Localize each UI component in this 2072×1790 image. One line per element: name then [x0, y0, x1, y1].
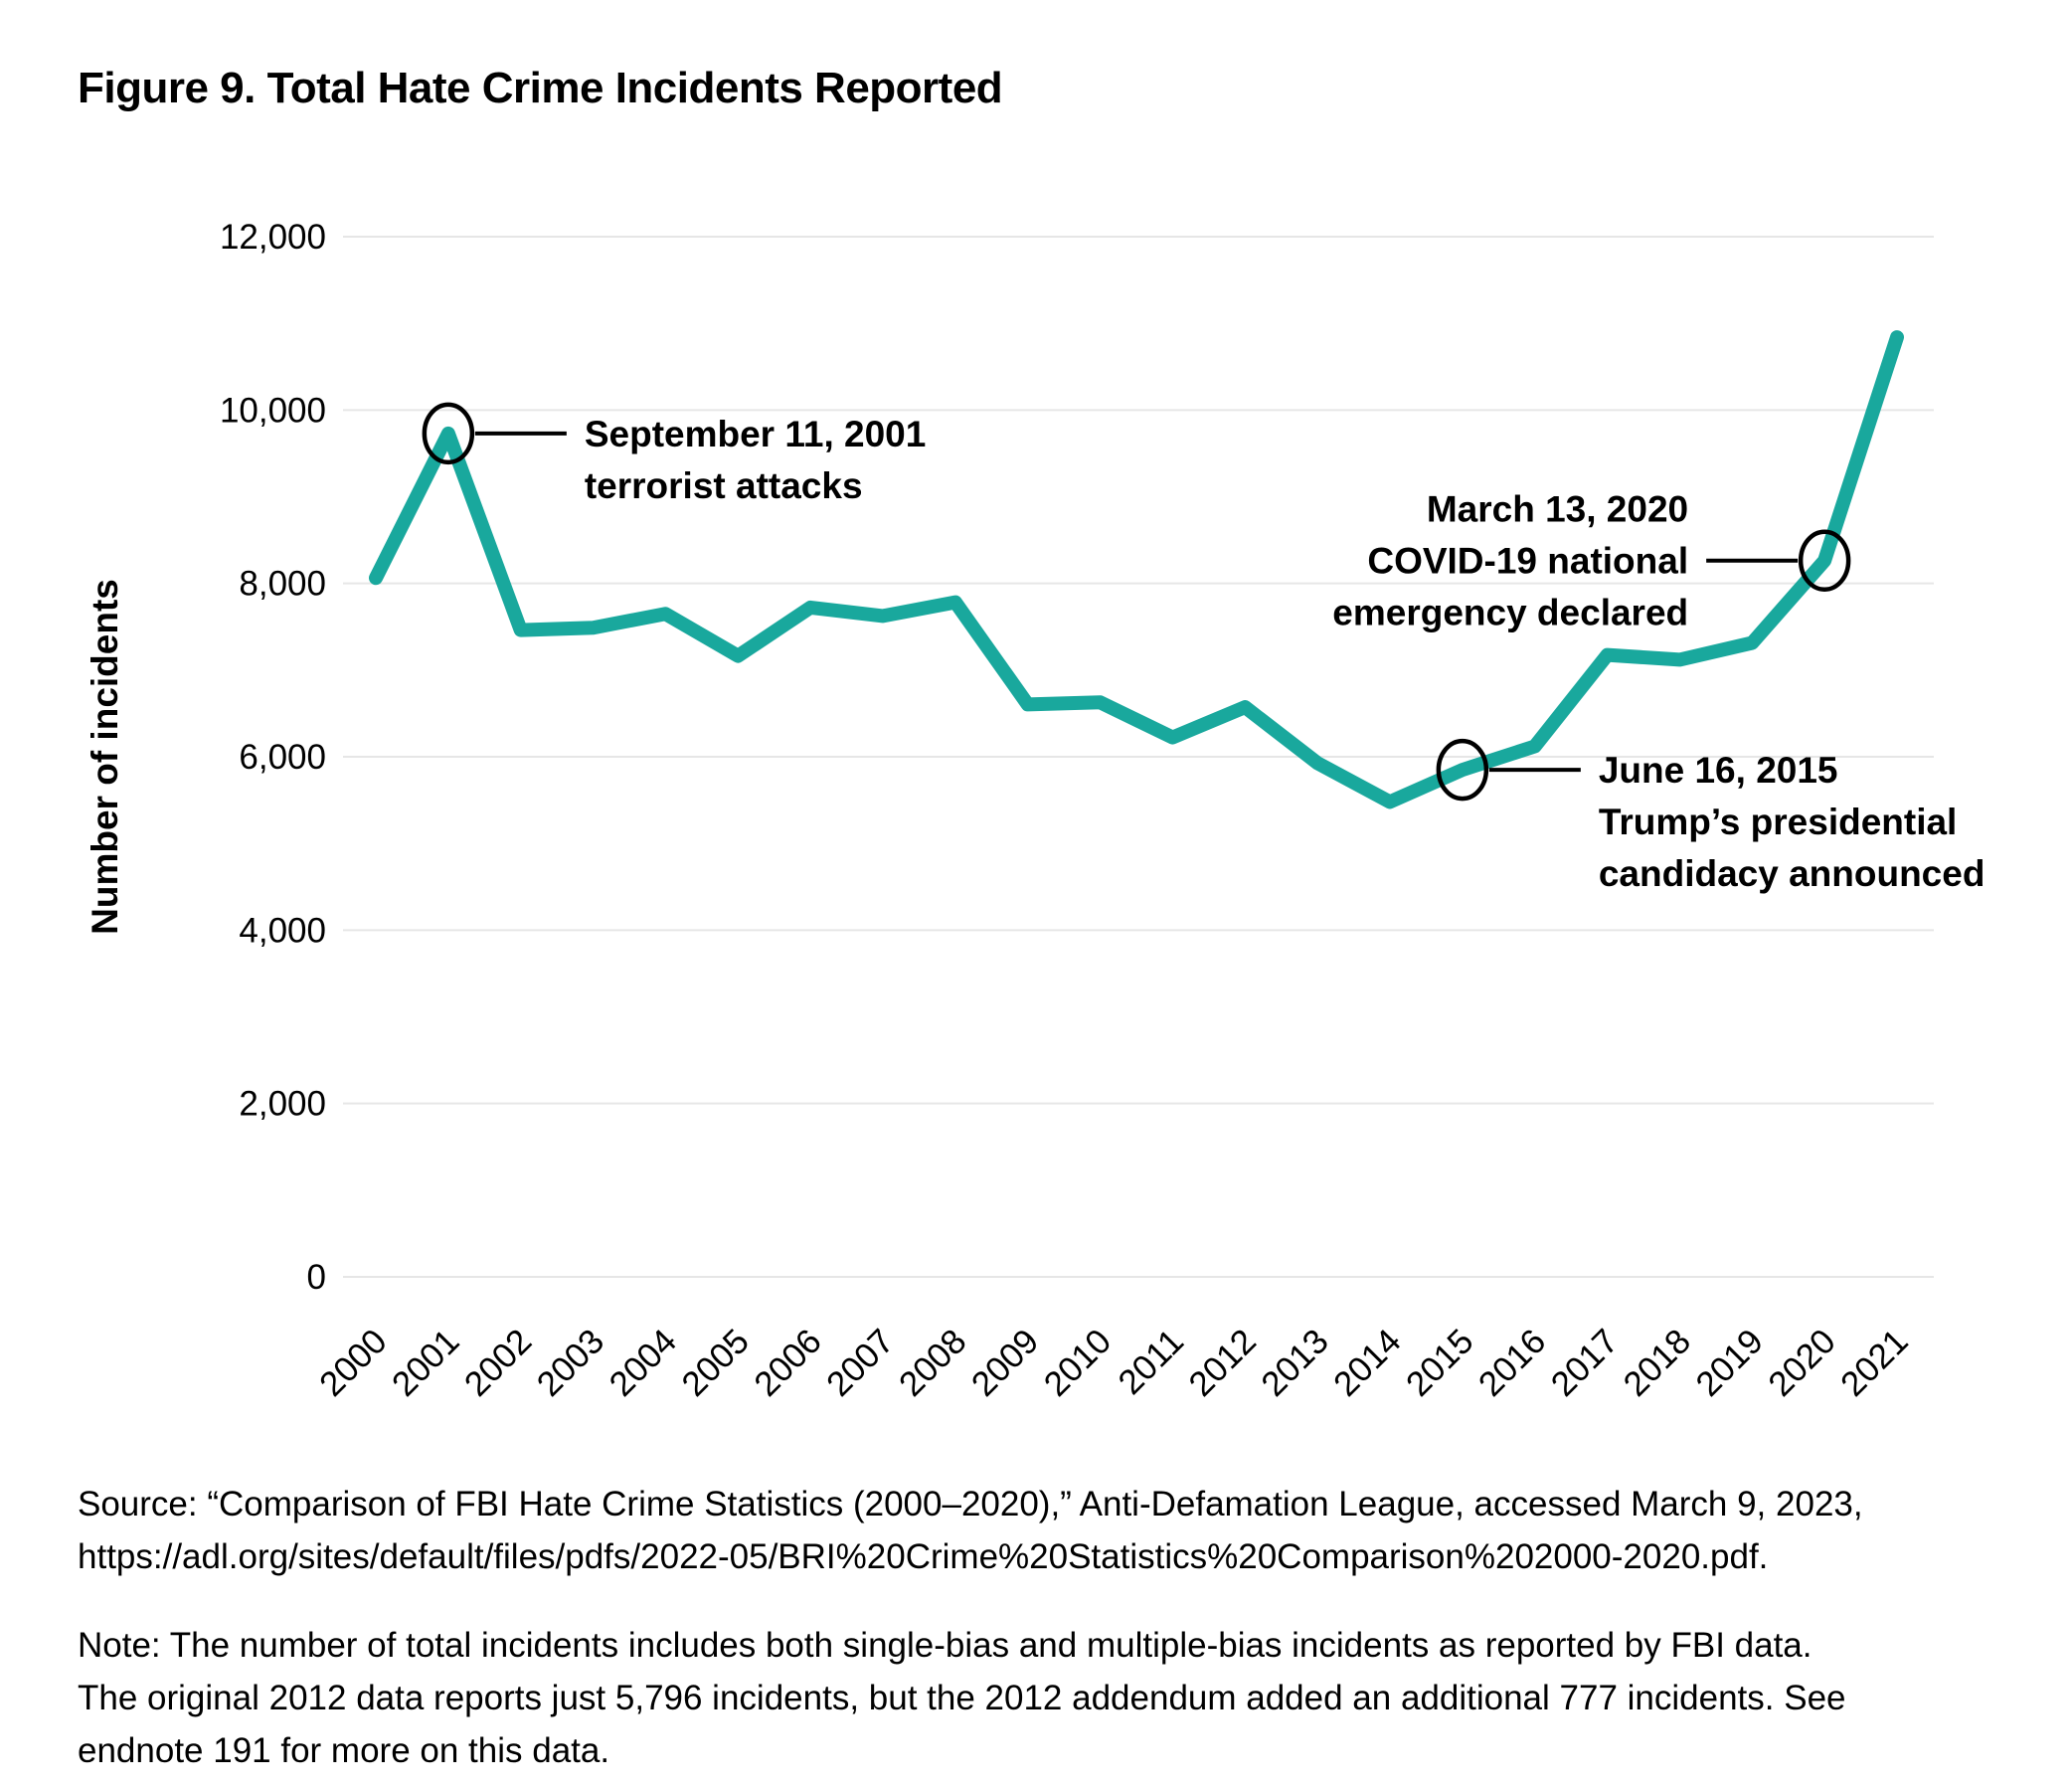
- annotation-label-2015: candidacy announced: [1599, 853, 1986, 894]
- annotation-label-2020: March 13, 2020: [1427, 489, 1688, 530]
- y-axis-tick-label: 2,000: [239, 1085, 326, 1124]
- figure-title: Figure 9. Total Hate Crime Incidents Rep…: [78, 64, 1003, 112]
- annotation-circle-2020: [1798, 529, 1851, 592]
- x-axis-tick-label: 2013: [1254, 1322, 1336, 1404]
- y-axis-title: Number of incidents: [85, 579, 125, 935]
- annotation-label-2015: June 16, 2015: [1599, 750, 1838, 791]
- y-axis-tick-label: 4,000: [239, 911, 326, 950]
- annotation-label-2020: emergency declared: [1332, 593, 1688, 633]
- annotation-label-2001: September 11, 2001: [585, 414, 927, 454]
- x-axis-tick-label: 2004: [602, 1322, 684, 1404]
- x-axis-tick-label: 2018: [1616, 1322, 1698, 1404]
- x-axis-tick-label: 2008: [892, 1322, 974, 1404]
- x-axis-tick-label: 2011: [1111, 1322, 1191, 1402]
- incidents-line: [369, 330, 1904, 809]
- x-axis-tick-label: 2002: [457, 1322, 540, 1404]
- y-axis-tick-label: 10,000: [220, 391, 326, 430]
- x-axis-tick-label: 2014: [1326, 1322, 1409, 1404]
- y-axis-tick-label: 12,000: [220, 218, 326, 257]
- x-axis-tick-label: 2016: [1471, 1322, 1554, 1404]
- x-axis-tick-label: 2020: [1761, 1322, 1843, 1404]
- x-axis-tick-label: 2015: [1399, 1322, 1481, 1404]
- x-axis-tick-label: 2021: [1833, 1322, 1916, 1404]
- annotation-label-2015: Trump’s presidential: [1599, 802, 1958, 842]
- y-axis-tick-label: 6,000: [239, 738, 326, 777]
- annotation-label-2001: terrorist attacks: [585, 465, 863, 506]
- x-axis-tick-label: 2006: [747, 1322, 829, 1404]
- chart-svg: 02,0004,0006,0008,00010,00012,0002000200…: [85, 218, 1986, 1404]
- x-axis-tick-label: 2005: [674, 1322, 757, 1404]
- annotation-label-2020: COVID-19 national: [1367, 541, 1688, 582]
- x-axis-tick-label: 2012: [1181, 1322, 1264, 1404]
- annotation-circle-2001: [422, 402, 475, 465]
- source-text: Source: “Comparison of FBI Hate Crime St…: [78, 1485, 1863, 1576]
- x-axis-tick-label: 2009: [964, 1322, 1047, 1404]
- y-axis-tick-label: 8,000: [239, 565, 326, 604]
- x-axis-tick-label: 2017: [1544, 1322, 1627, 1404]
- y-axis-tick-label: 0: [307, 1258, 326, 1297]
- x-axis-tick-label: 2000: [312, 1322, 395, 1404]
- x-axis-tick-label: 2001: [385, 1322, 467, 1404]
- x-axis-tick-label: 2003: [530, 1322, 612, 1404]
- note-text: Note: The number of total incidents incl…: [78, 1626, 1846, 1770]
- x-axis-tick-label: 2007: [819, 1322, 902, 1404]
- x-axis-tick-label: 2010: [1037, 1322, 1120, 1404]
- annotation-circle-2015: [1436, 738, 1489, 802]
- x-axis-tick-label: 2019: [1688, 1322, 1771, 1404]
